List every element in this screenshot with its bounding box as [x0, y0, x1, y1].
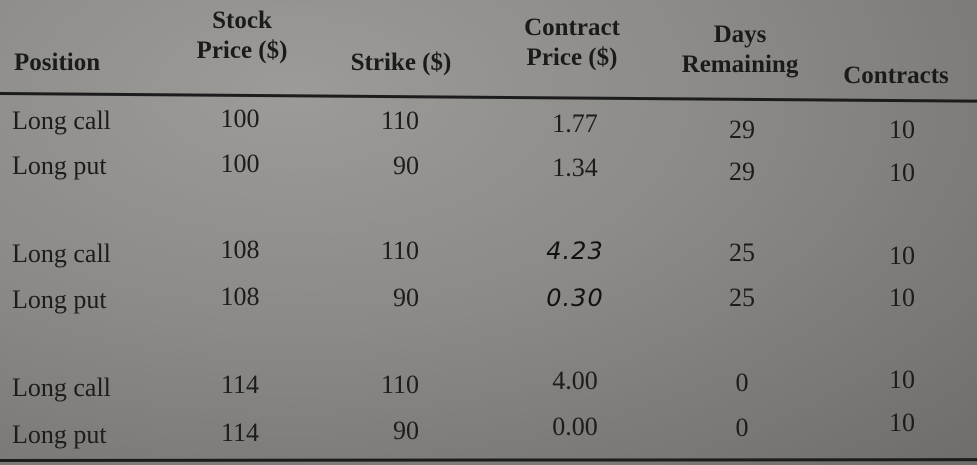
row-3-position: Long call: [12, 239, 111, 268]
row-4-days-remaining: 25: [729, 283, 755, 312]
row-2-position: Long put: [12, 151, 107, 180]
header-rule: [0, 92, 977, 103]
row-5-contract-price: 4.00: [552, 366, 598, 395]
row-4-position: Long put: [12, 285, 107, 314]
row-6-contract-price: 0.00: [552, 412, 598, 441]
row-6-days-remaining: 0: [735, 413, 749, 442]
row-2-contract-price: 1.34: [552, 153, 598, 182]
row-2-contracts: 10: [889, 158, 915, 187]
row-4-strike: 90: [393, 283, 419, 312]
row-3-contracts: 10: [889, 241, 915, 270]
row-2-stock-price: 100: [220, 149, 260, 178]
row-4-stock-price: 108: [220, 282, 260, 311]
row-6-stock-price: 114: [220, 418, 260, 447]
row-2-strike: 90: [393, 151, 419, 180]
row-3-days-remaining: 25: [729, 238, 755, 267]
row-4-contract-price: 0.30: [546, 284, 604, 312]
row-5-contracts: 10: [889, 365, 915, 394]
row-1-contracts: 10: [889, 115, 915, 144]
row-3-stock-price: 108: [220, 235, 260, 264]
row-3-contract-price: 4.23: [546, 237, 604, 265]
table-bottom-rule: [0, 458, 977, 462]
row-1-stock-price: 100: [220, 104, 260, 133]
header-position: Position: [14, 49, 101, 76]
row-6-position: Long put: [12, 420, 107, 449]
row-1-position: Long call: [12, 106, 111, 135]
row-6-contracts: 10: [889, 408, 915, 437]
header-contract-price: Contract Price ($): [524, 14, 620, 71]
row-1-strike: 110: [380, 106, 420, 135]
header-stock-price: Stock Price ($): [196, 7, 288, 64]
row-4-contracts: 10: [889, 283, 915, 312]
row-1-contract-price: 1.77: [552, 109, 598, 138]
row-1-days-remaining: 29: [729, 115, 755, 144]
row-5-days-remaining: 0: [735, 368, 749, 397]
row-5-stock-price: 114: [220, 370, 260, 399]
row-6-strike: 90: [393, 416, 419, 445]
row-2-days-remaining: 29: [729, 157, 755, 186]
row-5-strike: 110: [380, 370, 420, 399]
header-strike: Strike ($): [350, 49, 452, 76]
row-3-strike: 110: [380, 236, 420, 265]
row-5-position: Long call: [12, 373, 111, 402]
header-days-remaining: Days Remaining: [681, 21, 799, 78]
table-header: Position Stock Price ($) Strike ($) Cont…: [0, 0, 977, 103]
header-contracts: Contracts: [843, 62, 949, 89]
